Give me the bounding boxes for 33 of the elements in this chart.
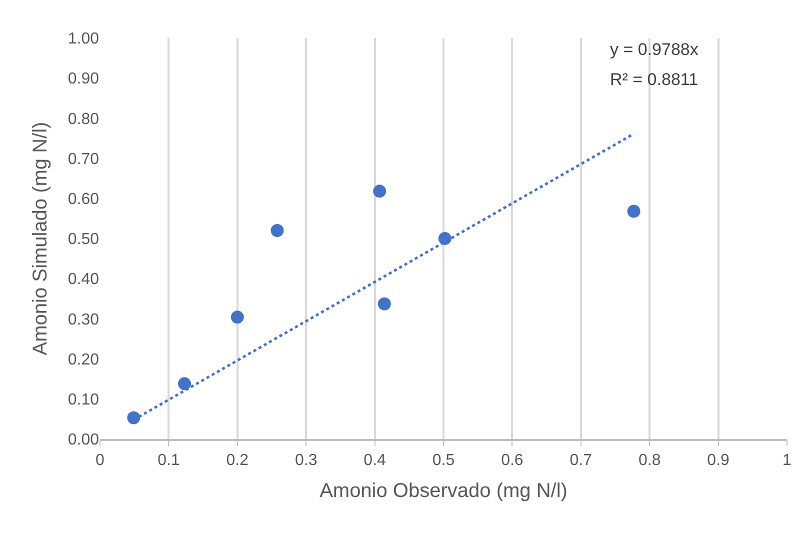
point — [373, 184, 386, 198]
point — [178, 377, 191, 390]
y-tick-label: 0.50 — [68, 231, 100, 248]
y-tick-label: 0.10 — [68, 392, 100, 408]
annotation: y = 0.9788x — [610, 40, 699, 59]
point — [230, 310, 244, 324]
y-tick-label: 0.20 — [68, 351, 100, 368]
x-tick-label: 0.1 — [158, 452, 180, 469]
x-tick-label: 0 — [96, 452, 105, 469]
x-tick-label: 0.2 — [226, 452, 249, 469]
x-tick-label: 0.7 — [570, 452, 592, 469]
x-tick-label: 0.6 — [501, 452, 524, 469]
y-tick-label: 1.00 — [68, 30, 100, 48]
y-tick-label: 0.30 — [68, 311, 100, 328]
y-tick-label: 0.70 — [68, 150, 100, 168]
x-tick-label: 0.3 — [294, 452, 318, 469]
y-axis-title: Amonio Simulado (mg N/l) — [29, 122, 52, 356]
x-tick-label: 0.5 — [432, 452, 455, 469]
y-tick-label: 0.00 — [68, 432, 100, 449]
y-tick-label: 0.60 — [68, 191, 100, 208]
y-tick-label: 0.90 — [68, 70, 100, 88]
point — [378, 297, 391, 310]
y-tick-label: 0.40 — [68, 271, 100, 288]
x-tick-label: 0.8 — [638, 452, 661, 469]
point — [627, 204, 640, 218]
x-tick-label: 0.9 — [707, 452, 730, 469]
y-tick-label: 0.80 — [68, 110, 100, 128]
annotation: R² = 0.8811 — [610, 70, 698, 89]
x-tick-label: 1 — [782, 452, 792, 469]
x-tick-label: 0.4 — [364, 452, 386, 469]
point — [127, 411, 140, 424]
x-axis-title: Amonio Observado (mg N/l) — [320, 480, 568, 502]
point — [270, 224, 284, 237]
